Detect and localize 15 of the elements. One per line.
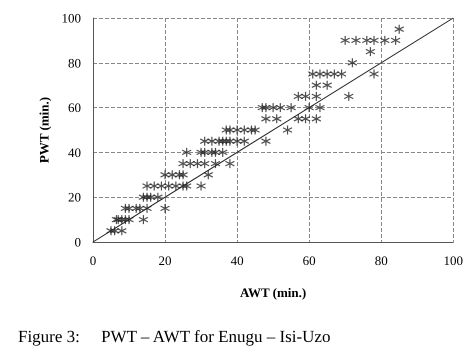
x-tick-label: 40 [230, 253, 244, 268]
x-tick-label: 60 [302, 253, 316, 268]
x-tick-label: 0 [90, 253, 96, 268]
x-tick-label: 100 [444, 253, 463, 268]
x-axis-title: AWT (min.) [240, 285, 306, 300]
y-tick-label: 60 [68, 100, 81, 116]
y-tick-label: 80 [68, 55, 81, 70]
y-tick-label: 20 [68, 190, 81, 205]
y-axis-title: PWT (min.) [36, 96, 52, 164]
y-tick-label: 40 [68, 144, 81, 160]
y-tick-label: 0 [74, 234, 81, 250]
y-tick-label: 100 [62, 10, 81, 26]
x-tick-label: 80 [374, 253, 388, 268]
x-tick-label: 20 [158, 253, 172, 268]
caption: Figure 3: PWT – AWT for Enugu – Isi-Uzo [18, 327, 330, 346]
